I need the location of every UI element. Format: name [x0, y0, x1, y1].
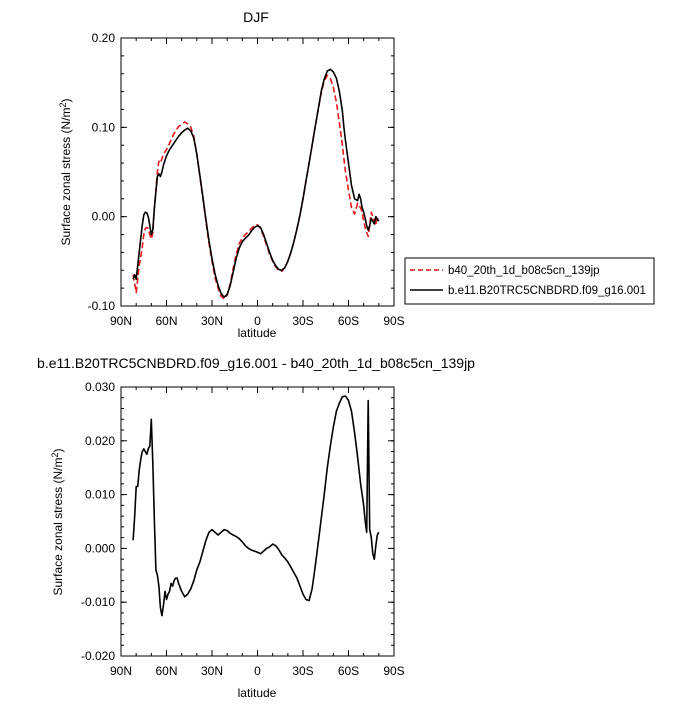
- x-tick-label-bottom-4: 30S: [292, 664, 313, 678]
- y-axis-label-top-sup: 2: [58, 102, 68, 107]
- x-tick-label-bottom-0: 90N: [110, 664, 132, 678]
- x-tick-label-top-2: 30N: [201, 314, 223, 328]
- x-tick-label-top-6: 90S: [383, 314, 404, 328]
- x-tick-label-top-4: 30S: [292, 314, 313, 328]
- y-tick-label-top-2: 0.10: [92, 120, 116, 134]
- x-tick-label-bottom-1: 60N: [155, 664, 177, 678]
- x-axis-label-bottom: latitude: [238, 686, 277, 700]
- y-axis-label-top-main: Surface zonal stress (N/m: [59, 107, 73, 245]
- x-axis-label-top: latitude: [238, 326, 277, 340]
- x-tick-label-top-3: 0: [254, 314, 261, 328]
- x-tick-label-top-5: 60S: [338, 314, 359, 328]
- y-tick-label-top-3: 0.20: [92, 31, 116, 45]
- series-line-bottom-0: [132, 395, 380, 617]
- chart-title-top: DJF: [243, 9, 269, 25]
- y-tick-label-bottom-3: 0.010: [85, 488, 115, 502]
- y-axis-label-bottom-close: ): [51, 448, 65, 452]
- x-tick-label-bottom-3: 0: [254, 664, 261, 678]
- x-tick-label-top-0: 90N: [110, 314, 132, 328]
- y-axis-label-bottom: Surface zonal stress (N/m2): [50, 448, 65, 595]
- x-tick-label-bottom-2: 30N: [201, 664, 223, 678]
- legend: b40_20th_1d_b08c5cn_139jp b.e11.B20TRC5C…: [404, 257, 655, 305]
- x-tick-label-bottom-6: 90S: [383, 664, 404, 678]
- x-tick-label-top-1: 60N: [155, 314, 177, 328]
- y-tick-label-bottom-0: -0.020: [81, 649, 115, 663]
- y-axis-label-bottom-main: Surface zonal stress (N/m: [51, 457, 65, 595]
- y-tick-label-top-1: 0.00: [92, 210, 116, 224]
- series-line-top-0: [132, 74, 380, 300]
- x-tick-label-bottom-5: 60S: [338, 664, 359, 678]
- y-tick-label-bottom-1: -0.010: [81, 595, 115, 609]
- legend-label-red: b40_20th_1d_b08c5cn_139jp: [448, 265, 600, 277]
- y-axis-label-top-close: ): [59, 98, 73, 102]
- y-tick-label-bottom-4: 0.020: [85, 434, 115, 448]
- y-axis-label-bottom-sup: 2: [50, 452, 60, 457]
- legend-label-black: b.e11.B20TRC5CNBDRD.f09_g16.001: [448, 285, 646, 297]
- y-tick-label-top-0: -0.10: [88, 299, 116, 313]
- legend-box: [404, 257, 655, 305]
- panel-top: DJF 90N 60N 30N 0 30S 60S 90S -0.10 0.00 0.10 0.20…: [58, 9, 655, 340]
- y-tick-label-bottom-2: 0.000: [85, 541, 115, 555]
- panel-bottom: b.e11.B20TRC5CNBDRD.f09_g16.001 - b40_20…: [37, 355, 475, 700]
- chart-title-bottom: b.e11.B20TRC5CNBDRD.f09_g16.001 - b40_20…: [37, 355, 475, 371]
- y-tick-label-bottom-5: 0.030: [85, 380, 115, 394]
- series-line-top-1: [132, 68, 380, 298]
- y-axis-label-top: Surface zonal stress (N/m2): [58, 98, 73, 245]
